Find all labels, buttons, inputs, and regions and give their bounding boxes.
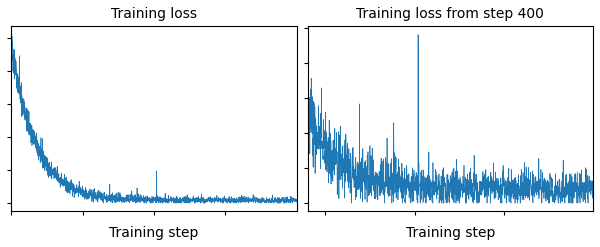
X-axis label: Training step: Training step — [109, 226, 199, 240]
X-axis label: Training step: Training step — [406, 226, 495, 240]
Title: Training loss from step 400: Training loss from step 400 — [356, 7, 544, 21]
Title: Training loss: Training loss — [111, 7, 197, 21]
